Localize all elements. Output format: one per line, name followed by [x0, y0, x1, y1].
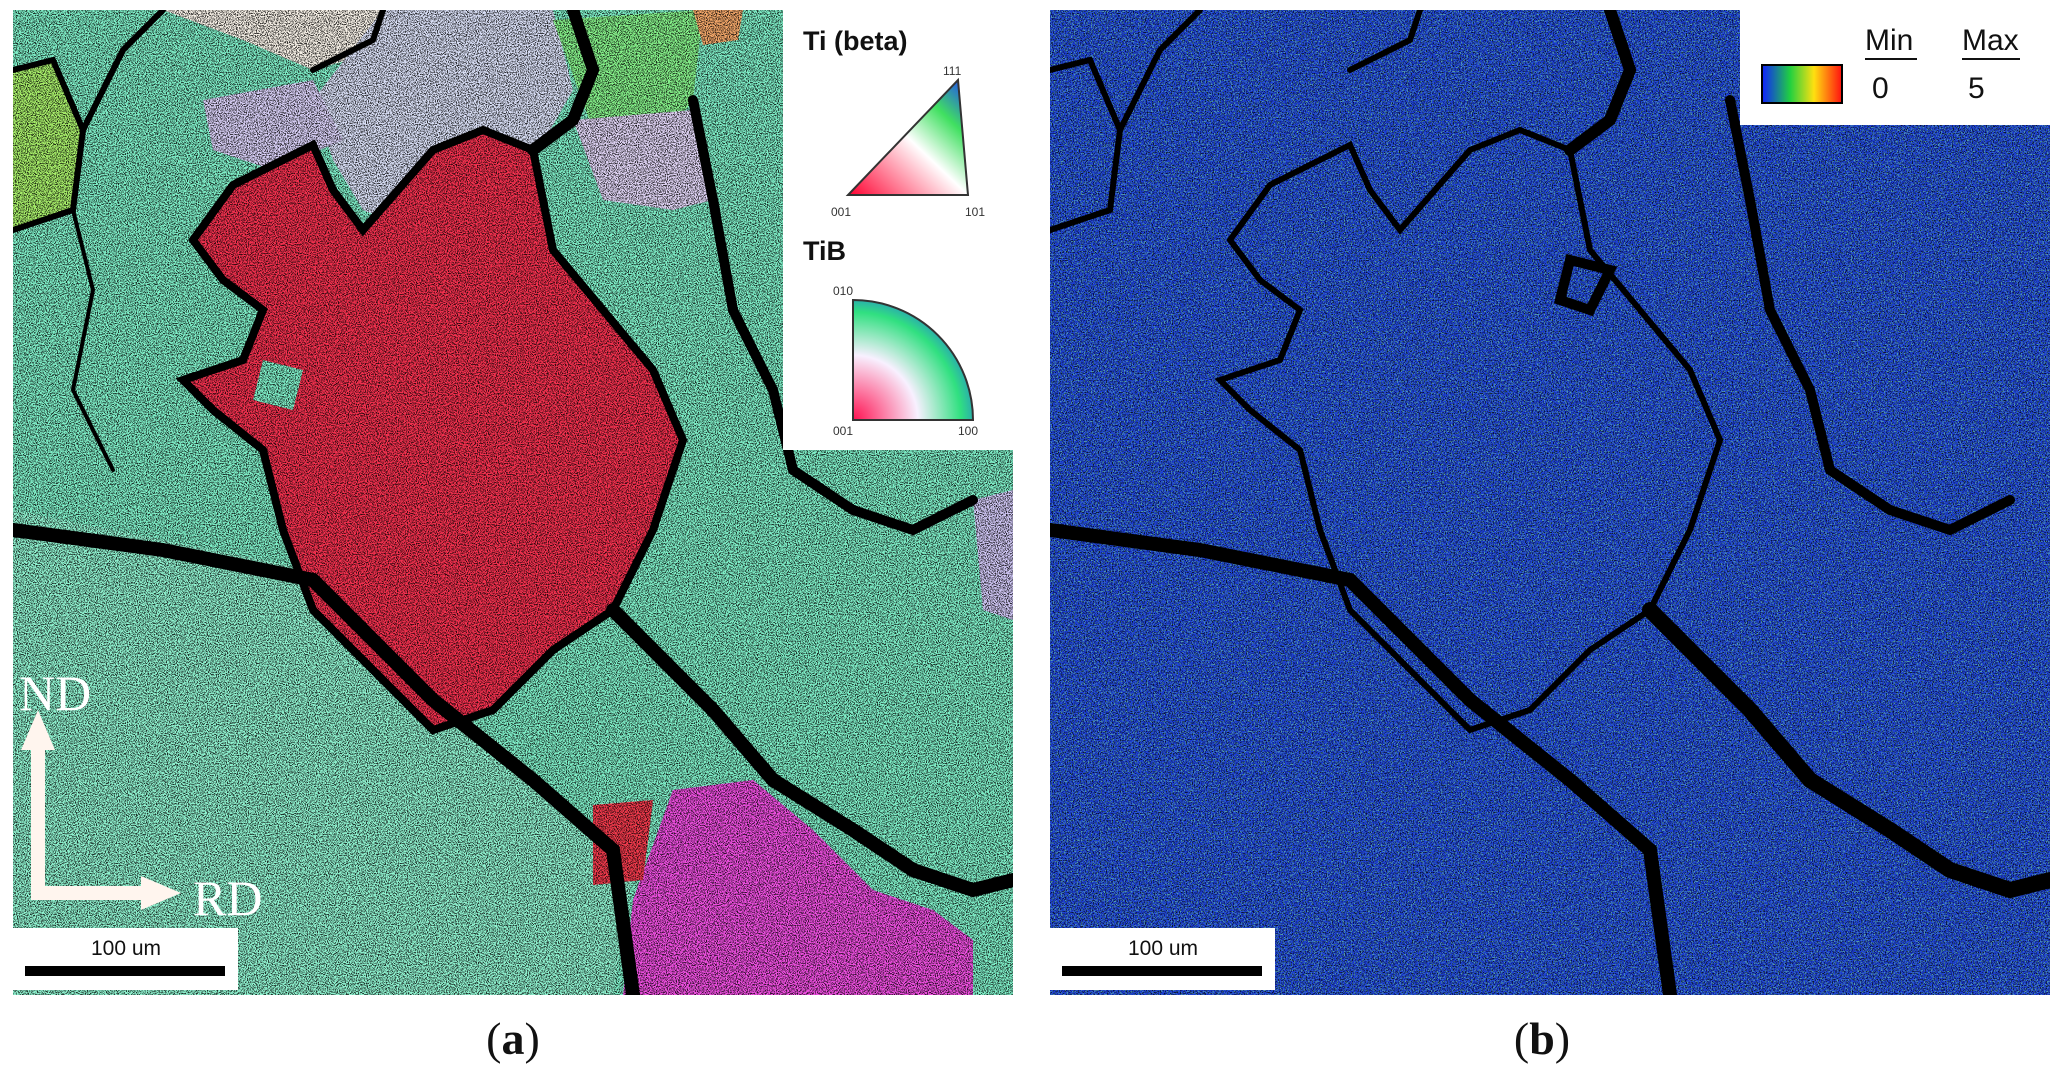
scale-bar-a-label: 100 um — [91, 937, 161, 960]
kam-map-panel: Min 0 Max 5 100 um — [1050, 10, 2050, 995]
ti-label-001: 001 — [831, 205, 851, 219]
ti-label-101: 101 — [965, 205, 985, 219]
kam-min-label: Min — [1865, 24, 1913, 57]
orientation-map-panel: Ti (beta) 111 001 101 TiB 010 001 100 ND… — [13, 10, 1013, 995]
kam-min-value: 0 — [1872, 72, 1889, 105]
kam-speckle-noise — [1050, 10, 2050, 995]
orientation-map-image: Ti (beta) 111 001 101 TiB 010 001 100 ND… — [13, 10, 1013, 995]
caption-b-letter: b — [1529, 1013, 1555, 1064]
rd-axis-label: RD — [193, 870, 262, 926]
scale-bar-b: 100 um — [1050, 928, 1275, 990]
kam-legend: Min 0 Max 5 — [1740, 10, 2050, 125]
scale-bar-a: 100 um — [13, 928, 238, 990]
scale-bar-b-label: 100 um — [1128, 937, 1198, 960]
tib-legend-title: TiB — [803, 236, 846, 266]
kam-color-scale — [1761, 64, 1843, 104]
tib-label-001: 001 — [833, 424, 853, 438]
tib-ipf-quadrant — [852, 298, 975, 421]
direction-axes: ND RD — [19, 665, 262, 926]
kam-map-image: Min 0 Max 5 100 um — [1050, 10, 2050, 995]
ti-beta-ipf-triangle — [845, 77, 970, 196]
kam-max-label: Max — [1962, 24, 2019, 57]
ti-beta-legend-title: Ti (beta) — [803, 26, 908, 56]
tib-label-010: 010 — [833, 284, 853, 298]
caption-a: (a) — [486, 1013, 540, 1064]
tib-label-100: 100 — [958, 424, 978, 438]
kam-max-value: 5 — [1968, 72, 1985, 105]
nd-axis-label: ND — [19, 665, 91, 721]
ipf-legend: Ti (beta) 111 001 101 TiB 010 001 100 — [783, 10, 1013, 450]
ti-label-111: 111 — [943, 64, 962, 78]
caption-b: (b) — [1513, 1013, 1571, 1064]
caption-a-letter: a — [501, 1013, 525, 1064]
